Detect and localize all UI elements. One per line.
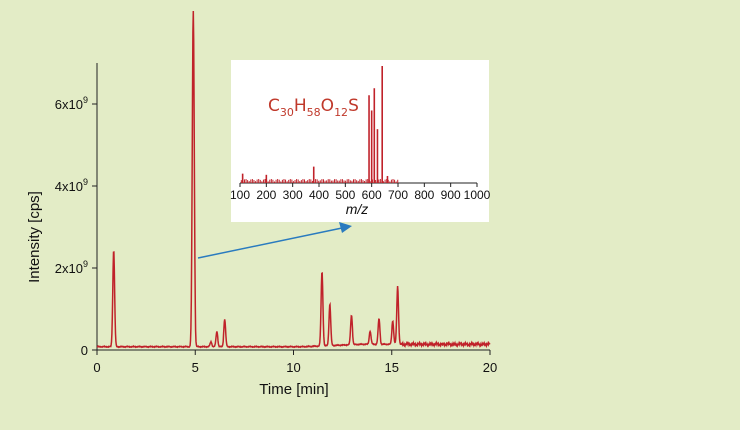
inset-x-tick-label: 500 (335, 188, 355, 202)
arrowhead-icon (339, 222, 352, 233)
inset-x-tick-label: 900 (441, 188, 461, 202)
inset-background (231, 60, 489, 222)
inset-x-tick-label: 700 (388, 188, 408, 202)
y-tick-label: 4x109 (55, 177, 88, 194)
x-tick-label: 10 (286, 360, 300, 375)
chromatogram-trace (96, 10, 491, 349)
y-tick-label: 0 (81, 343, 88, 358)
inset-x-tick-label: 800 (414, 188, 434, 202)
inset-x-tick-label: 1000 (464, 188, 491, 202)
inset-x-tick-label: 400 (309, 188, 329, 202)
inset-x-axis: 100 200 300 400 500 600 700 800 900 1000 (230, 182, 491, 202)
callout-arrow (197, 227, 343, 259)
y-tick-label: 2x109 (55, 259, 88, 276)
inset-x-axis-title: m/z (346, 201, 369, 217)
x-axis-title: Time [min] (259, 381, 328, 398)
inset-x-tick-label: 600 (362, 188, 382, 202)
y-tick-label: 6x109 (55, 95, 88, 112)
inset-x-tick-label: 300 (283, 188, 303, 202)
x-tick-label: 15 (385, 360, 399, 375)
formula-annotation: C30H58O12S (268, 96, 359, 119)
x-tick-label: 0 (93, 360, 100, 375)
x-tick-label: 20 (483, 360, 497, 375)
inset-peaks (240, 66, 399, 183)
inset-x-tick-label: 100 (230, 188, 250, 202)
y-axis-title: Intensity [cps] (26, 191, 43, 283)
mass-spectrum-inset: 100 200 300 400 500 600 700 800 900 1000 C30H58O1… (230, 60, 491, 222)
x-tick-label: 5 (192, 360, 199, 375)
inset-x-tick-label: 200 (256, 188, 276, 202)
